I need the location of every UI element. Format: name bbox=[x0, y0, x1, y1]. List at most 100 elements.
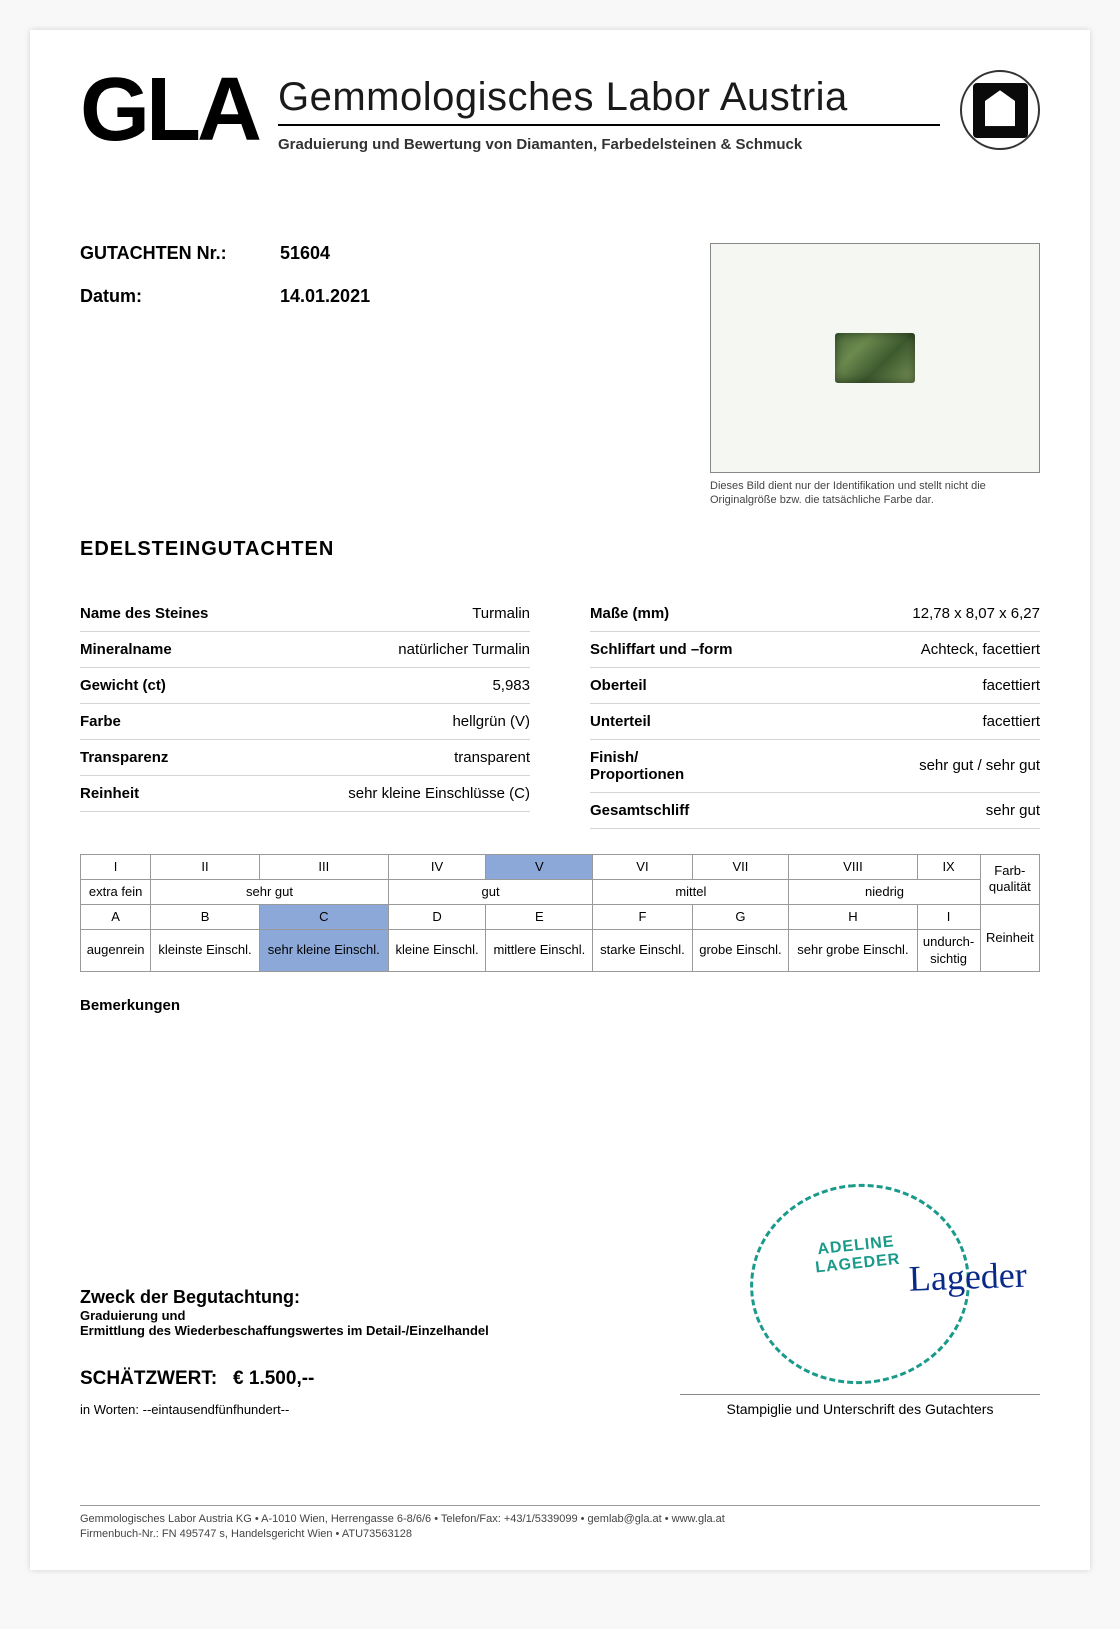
grade-cell: undurch-sichtig bbox=[917, 930, 980, 972]
grade-cell: augenrein bbox=[81, 930, 151, 972]
spec-row: Mineralnamenatürlicher Turmalin bbox=[80, 632, 530, 668]
spec-label: Schliffart und –form bbox=[590, 641, 733, 658]
grade-cell: mittel bbox=[593, 879, 789, 904]
grade-cell: A bbox=[81, 905, 151, 930]
grading-table: IIIIIIIVVVIVIIVIIIIXFarb-qualitätextra f… bbox=[80, 854, 1040, 972]
lab-title: Gemmologisches Labor Austria bbox=[278, 75, 940, 126]
grade-cell: extra fein bbox=[81, 879, 151, 904]
grade-cell: gut bbox=[388, 879, 593, 904]
spec-col-right: Maße (mm)12,78 x 8,07 x 6,27Schliffart u… bbox=[590, 596, 1040, 829]
spec-label: Oberteil bbox=[590, 677, 647, 694]
grade-cell: VIII bbox=[789, 854, 917, 879]
grade-cell: grobe Einschl. bbox=[692, 930, 789, 972]
footer: Gemmologisches Labor Austria KG • A-1010… bbox=[80, 1505, 1040, 1542]
report-number-label: GUTACHTEN Nr.: bbox=[80, 243, 280, 264]
spec-row: Unterteilfacettiert bbox=[590, 704, 1040, 740]
gla-logo: GLA bbox=[80, 70, 258, 151]
grade-cell: niedrig bbox=[789, 879, 980, 904]
grade-cell: IV bbox=[388, 854, 486, 879]
mid-row: GUTACHTEN Nr.: 51604 Datum: 14.01.2021 D… bbox=[80, 243, 1040, 508]
grade-cell: kleinste Einschl. bbox=[151, 930, 260, 972]
spec-value: 12,78 x 8,07 x 6,27 bbox=[912, 605, 1040, 622]
grade-cell: starke Einschl. bbox=[593, 930, 692, 972]
spec-value: sehr gut bbox=[986, 802, 1040, 819]
spec-row: Gesamtschliff sehr gut bbox=[590, 793, 1040, 829]
spec-value: 5,983 bbox=[492, 677, 530, 694]
grade-cell: F bbox=[593, 905, 692, 930]
photo-column: Dieses Bild dient nur der Identifikation… bbox=[710, 243, 1040, 508]
grade-cell: I bbox=[81, 854, 151, 879]
purpose-line2: Ermittlung des Wiederbeschaffungswertes … bbox=[80, 1323, 489, 1338]
stamp-caption: Stampiglie und Unterschrift des Gutachte… bbox=[680, 1394, 1040, 1417]
grade-side-label: Reinheit bbox=[980, 905, 1039, 972]
spec-label: Mineralname bbox=[80, 641, 172, 658]
spec-value: facettiert bbox=[982, 713, 1040, 730]
spec-row: Reinheitsehr kleine Einschlüsse (C) bbox=[80, 776, 530, 812]
gem-photo bbox=[710, 243, 1040, 473]
spec-row: Transparenz transparent bbox=[80, 740, 530, 776]
section-title: EDELSTEINGUTACHTEN bbox=[80, 538, 1040, 561]
spec-value: Achteck, facettiert bbox=[921, 641, 1040, 658]
grade-cell: II bbox=[151, 854, 260, 879]
report-number: 51604 bbox=[280, 243, 330, 264]
grade-cell: D bbox=[388, 905, 486, 930]
spec-row: Farbe hellgrün (V) bbox=[80, 704, 530, 740]
gem-icon bbox=[835, 333, 915, 383]
grade-cell: VII bbox=[692, 854, 789, 879]
remarks-label: Bemerkungen bbox=[80, 997, 1040, 1014]
purpose-block: Zweck der Begutachtung: Graduierung und … bbox=[80, 1287, 489, 1417]
official-seal-icon bbox=[960, 70, 1040, 150]
spec-label: Gewicht (ct) bbox=[80, 677, 166, 694]
grade-cell: G bbox=[692, 905, 789, 930]
spec-value: facettiert bbox=[982, 677, 1040, 694]
spec-row: Gewicht (ct) 5,983 bbox=[80, 668, 530, 704]
spec-label: Reinheit bbox=[80, 785, 139, 802]
grade-cell: V bbox=[486, 854, 593, 879]
bottom-row: Zweck der Begutachtung: Graduierung und … bbox=[80, 1184, 1040, 1417]
spec-row: Name des Steines Turmalin bbox=[80, 596, 530, 632]
spec-value: Turmalin bbox=[472, 605, 530, 622]
photo-caption: Dieses Bild dient nur der Identifikation… bbox=[710, 479, 1040, 508]
spec-value: transparent bbox=[454, 749, 530, 766]
lab-subtitle: Graduierung und Bewertung von Diamanten,… bbox=[278, 136, 940, 153]
header: GLA Gemmologisches Labor Austria Graduie… bbox=[80, 70, 1040, 153]
grade-cell: B bbox=[151, 905, 260, 930]
purpose-title: Zweck der Begutachtung: bbox=[80, 1287, 489, 1308]
spec-row: Finish/Proportionen sehr gut / sehr gut bbox=[590, 740, 1040, 793]
date-value: 14.01.2021 bbox=[280, 286, 370, 307]
grade-cell: IX bbox=[917, 854, 980, 879]
grade-cell: C bbox=[259, 905, 388, 930]
header-text: Gemmologisches Labor Austria Graduierung… bbox=[278, 70, 940, 153]
signature-icon: Lageder bbox=[908, 1253, 1027, 1299]
estimate-label: SCHÄTZWERT: bbox=[80, 1368, 217, 1389]
stamp-icon: ADELINE LAGEDER Lageder bbox=[740, 1173, 980, 1395]
spec-row: Schliffart und –form Achteck, facettiert bbox=[590, 632, 1040, 668]
spec-label: Gesamtschliff bbox=[590, 802, 689, 819]
spec-value: hellgrün (V) bbox=[452, 713, 530, 730]
footer-line2: Firmenbuch-Nr.: FN 495747 s, Handelsgeri… bbox=[80, 1527, 1040, 1542]
report-info: GUTACHTEN Nr.: 51604 Datum: 14.01.2021 bbox=[80, 243, 500, 508]
grade-cell: sehr kleine Einschl. bbox=[259, 930, 388, 972]
spec-grid: Name des Steines Turmalin Mineralnamenatür… bbox=[80, 596, 1040, 829]
stamp-area: ADELINE LAGEDER Lageder Stampiglie und U… bbox=[680, 1184, 1040, 1417]
spec-label: Transparenz bbox=[80, 749, 168, 766]
grade-cell: sehr gut bbox=[151, 879, 389, 904]
grade-cell: H bbox=[789, 905, 917, 930]
purpose-line1: Graduierung und bbox=[80, 1308, 489, 1323]
spec-label: Farbe bbox=[80, 713, 121, 730]
spec-label: Name des Steines bbox=[80, 605, 208, 622]
grade-cell: I bbox=[917, 905, 980, 930]
grade-cell: VI bbox=[593, 854, 692, 879]
grade-cell: mittlere Einschl. bbox=[486, 930, 593, 972]
spec-row: Oberteil facettiert bbox=[590, 668, 1040, 704]
spec-label: Finish/Proportionen bbox=[590, 749, 684, 783]
grade-cell: E bbox=[486, 905, 593, 930]
grade-cell: kleine Einschl. bbox=[388, 930, 486, 972]
grade-cell: sehr grobe Einschl. bbox=[789, 930, 917, 972]
estimate-value: € 1.500,-- bbox=[233, 1368, 314, 1389]
spec-col-left: Name des Steines Turmalin Mineralnamenatür… bbox=[80, 596, 530, 829]
grade-side-label: Farb-qualität bbox=[980, 854, 1039, 905]
certificate-page: GLA Gemmologisches Labor Austria Graduie… bbox=[30, 30, 1090, 1570]
spec-row: Maße (mm)12,78 x 8,07 x 6,27 bbox=[590, 596, 1040, 632]
spec-value: sehr gut / sehr gut bbox=[919, 757, 1040, 774]
